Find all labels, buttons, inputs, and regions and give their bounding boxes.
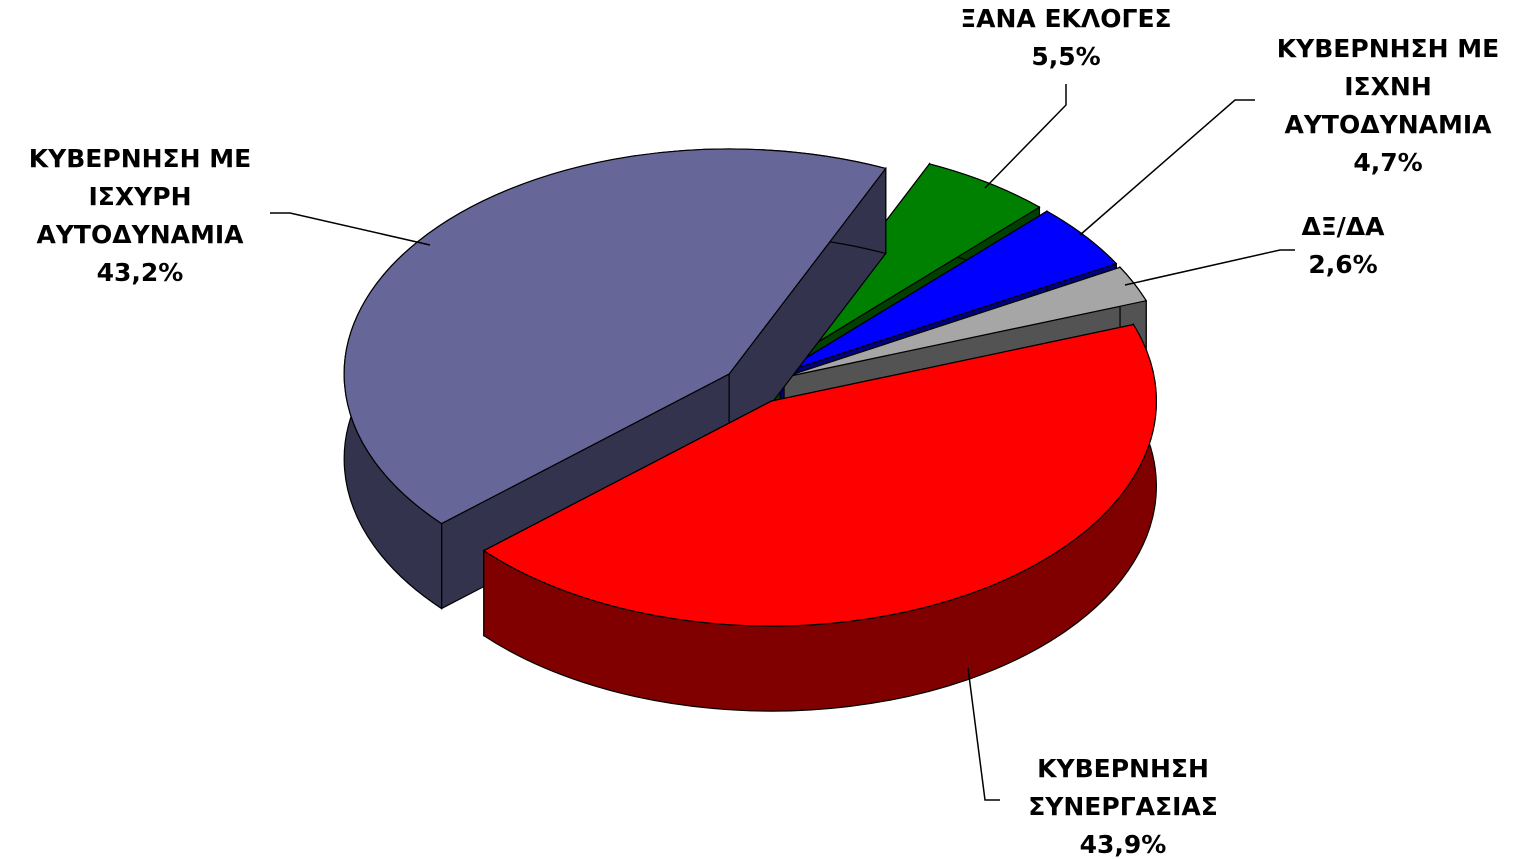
- value-label: 5,5%: [1031, 42, 1101, 71]
- slice-label: ΔΞ/ΔΑ 2,6%: [1203, 208, 1483, 284]
- category-label: ΔΞ/ΔΑ: [1301, 212, 1385, 241]
- leader-line: [1124, 249, 1295, 286]
- leader-line: [984, 84, 1067, 189]
- value-label: 2,6%: [1308, 250, 1378, 279]
- slice-label: ΚΥΒΕΡΝΗΣΗ ΜΕ ΙΣΧΥΡΗ ΑΥΤΟΔΥΝΑΜΙΑ 43,2%: [0, 140, 280, 292]
- leader-line: [1079, 99, 1255, 236]
- slice: [343, 148, 887, 525]
- slice-label: ΚΥΒΕΡΝΗΣΗ ΣΥΝΕΡΓΑΣΙΑΣ 43,9%: [983, 750, 1263, 859]
- value-label: 43,2%: [96, 258, 184, 287]
- slice: [482, 323, 1157, 627]
- leader-line: [270, 212, 431, 246]
- category-label: ΚΥΒΕΡΝΗΣΗ ΜΕ ΙΣΧΥΡΗ ΑΥΤΟΔΥΝΑΜΙΑ: [28, 144, 252, 249]
- category-label: ΞΑΝΑ ΕΚΛΟΓΕΣ: [960, 4, 1172, 33]
- leader-line: [967, 667, 1000, 801]
- value-label: 43,9%: [1079, 830, 1167, 859]
- slice-label: ΞΑΝΑ ΕΚΛΟΓΕΣ 5,5%: [926, 0, 1206, 76]
- category-label: ΚΥΒΕΡΝΗΣΗ ΣΥΝΕΡΓΑΣΙΑΣ: [1028, 754, 1218, 821]
- slice: [783, 266, 1148, 378]
- slice-label: ΚΥΒΕΡΝΗΣΗ ΜΕ ΙΣΧΝΗ ΑΥΤΟΔΥΝΑΜΙΑ 4,7%: [1248, 30, 1526, 182]
- category-label: ΚΥΒΕΡΝΗΣΗ ΜΕ ΙΣΧΝΗ ΑΥΤΟΔΥΝΑΜΙΑ: [1276, 34, 1500, 139]
- slice: [772, 163, 1041, 370]
- value-label: 4,7%: [1353, 148, 1423, 177]
- slice: [780, 210, 1118, 375]
